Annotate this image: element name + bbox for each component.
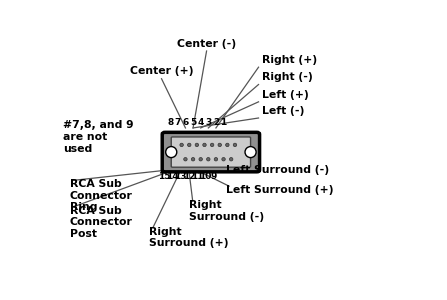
FancyBboxPatch shape bbox=[162, 132, 260, 172]
Ellipse shape bbox=[226, 143, 229, 147]
Text: 9: 9 bbox=[211, 172, 217, 181]
Ellipse shape bbox=[191, 158, 195, 161]
Ellipse shape bbox=[184, 158, 187, 161]
Text: RCA Sub
Connector
Ring: RCA Sub Connector Ring bbox=[70, 179, 133, 212]
Text: 4: 4 bbox=[198, 118, 204, 127]
Text: 5: 5 bbox=[190, 118, 196, 127]
Text: 3: 3 bbox=[205, 118, 211, 127]
Text: 6: 6 bbox=[182, 118, 189, 127]
Ellipse shape bbox=[203, 143, 206, 147]
Ellipse shape bbox=[166, 147, 177, 158]
Ellipse shape bbox=[214, 158, 218, 161]
Text: Center (+): Center (+) bbox=[130, 66, 193, 76]
Text: 2: 2 bbox=[213, 118, 219, 127]
Text: Right (-): Right (-) bbox=[262, 72, 313, 82]
Text: Right (+): Right (+) bbox=[262, 55, 317, 65]
Text: Left (+): Left (+) bbox=[262, 89, 309, 100]
Text: Center (-): Center (-) bbox=[177, 39, 236, 49]
Text: 12: 12 bbox=[183, 172, 195, 181]
Ellipse shape bbox=[245, 147, 256, 158]
Text: Left Surround (+): Left Surround (+) bbox=[226, 185, 333, 195]
Ellipse shape bbox=[207, 158, 210, 161]
Ellipse shape bbox=[195, 143, 198, 147]
Text: Right
Surround (-): Right Surround (-) bbox=[189, 200, 264, 222]
Text: Left Surround (-): Left Surround (-) bbox=[226, 165, 329, 176]
Text: RCA Sub
Connector
Post: RCA Sub Connector Post bbox=[70, 206, 133, 239]
Ellipse shape bbox=[218, 143, 221, 147]
Text: Right
Surround (+): Right Surround (+) bbox=[149, 226, 229, 248]
Text: 14: 14 bbox=[166, 172, 179, 181]
Ellipse shape bbox=[211, 143, 214, 147]
Ellipse shape bbox=[233, 143, 237, 147]
Text: 11: 11 bbox=[191, 172, 203, 181]
Text: #7,8, and 9
are not
used: #7,8, and 9 are not used bbox=[63, 120, 133, 154]
Text: 7: 7 bbox=[175, 118, 181, 127]
Text: 1: 1 bbox=[220, 118, 227, 127]
FancyBboxPatch shape bbox=[171, 137, 251, 167]
Ellipse shape bbox=[187, 143, 191, 147]
Ellipse shape bbox=[229, 158, 233, 161]
Ellipse shape bbox=[222, 158, 225, 161]
Text: Left (-): Left (-) bbox=[262, 106, 304, 116]
Ellipse shape bbox=[199, 158, 202, 161]
Text: 8: 8 bbox=[167, 118, 173, 127]
Text: 13: 13 bbox=[174, 172, 187, 181]
Ellipse shape bbox=[180, 143, 183, 147]
Text: 15: 15 bbox=[158, 172, 170, 181]
Text: 10: 10 bbox=[199, 172, 212, 181]
